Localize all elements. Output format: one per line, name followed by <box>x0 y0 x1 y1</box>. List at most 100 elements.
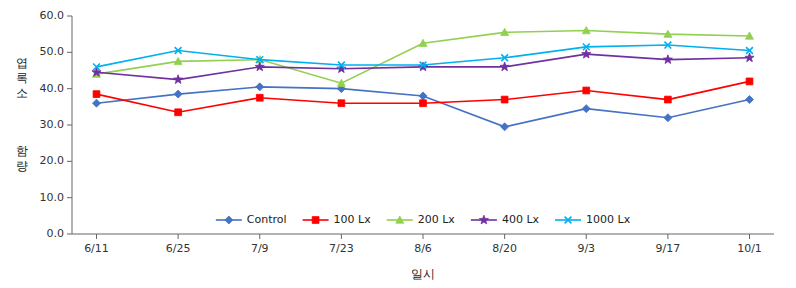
data-point <box>664 96 671 103</box>
x-tick-label: 9/17 <box>656 242 681 255</box>
legend-marker <box>225 216 233 224</box>
series <box>92 27 753 87</box>
data-point <box>664 42 671 49</box>
y-tick-label: 40.0 <box>40 82 65 95</box>
y-tick <box>67 125 72 126</box>
legend-label: 400 Lx <box>502 213 540 226</box>
series-line <box>96 54 749 79</box>
data-point <box>501 123 509 131</box>
x-tick <box>178 234 179 239</box>
data-point <box>93 63 100 70</box>
x-tick-label: 8/6 <box>414 242 432 255</box>
series <box>92 49 754 83</box>
data-point <box>746 32 754 39</box>
y-tick-label: 50.0 <box>40 45 65 58</box>
y-tick <box>67 16 72 17</box>
data-point <box>501 28 509 35</box>
data-point <box>746 96 754 104</box>
legend-item: Control <box>216 213 287 226</box>
legend-item: 1000 Lx <box>555 213 631 226</box>
data-point <box>255 62 264 71</box>
x-tick <box>259 234 260 239</box>
data-point <box>174 75 183 84</box>
data-point <box>582 105 590 113</box>
y-axis-label: 엽록소 <box>16 55 28 99</box>
data-point <box>664 30 672 37</box>
data-point <box>174 90 182 98</box>
x-axis-label: 일시 <box>411 267 435 281</box>
data-point <box>420 62 427 69</box>
chart-svg: 0.010.020.030.040.050.060.06/116/257/97/… <box>0 0 796 288</box>
x-tick <box>749 234 750 239</box>
y-axis-label-line: 량 <box>16 158 28 172</box>
data-point <box>338 100 345 107</box>
x-tick-label: 9/3 <box>577 242 595 255</box>
data-point <box>582 49 591 58</box>
data-point <box>419 39 427 46</box>
data-point <box>664 114 672 122</box>
x-tick <box>423 234 424 239</box>
legend-item: 100 Lx <box>303 213 372 226</box>
x-tick-label: 6/25 <box>166 242 191 255</box>
x-tick <box>96 234 97 239</box>
series <box>93 78 753 116</box>
data-point <box>501 54 508 61</box>
series-line <box>96 87 749 127</box>
y-tick-label: 10.0 <box>40 191 65 204</box>
y-axis-line <box>72 16 73 234</box>
legend-label: 200 Lx <box>418 213 456 226</box>
x-tick <box>586 234 587 239</box>
x-tick <box>667 234 668 239</box>
legend: Control 100 Lx 200 Lx 400 Lx 1000 Lx <box>216 213 631 226</box>
data-point <box>338 62 345 69</box>
data-point <box>256 94 263 101</box>
data-point <box>583 43 590 50</box>
y-tick-label: 30.0 <box>40 118 65 131</box>
y-tick <box>67 52 72 53</box>
x-tick <box>504 234 505 239</box>
data-point <box>663 55 672 64</box>
y-tick-label: 60.0 <box>40 9 65 22</box>
y-tick <box>67 161 72 162</box>
data-point <box>337 79 345 86</box>
plot-area <box>92 27 754 131</box>
data-point <box>175 109 182 116</box>
data-point <box>256 56 263 63</box>
data-point <box>92 68 101 77</box>
legend-marker <box>396 216 404 223</box>
y-axis-label-line: 소 <box>16 85 28 99</box>
x-tick-label: 7/23 <box>329 242 354 255</box>
series <box>92 83 753 131</box>
series-line <box>96 81 749 112</box>
data-point <box>419 92 427 100</box>
legend-label: 1000 Lx <box>586 213 631 226</box>
y-tick-label: 20.0 <box>40 154 65 167</box>
data-point <box>420 100 427 107</box>
legend-item: 200 Lx <box>387 213 456 226</box>
data-point <box>746 47 753 54</box>
y-tick <box>67 88 72 89</box>
series <box>93 42 753 71</box>
x-tick-label: 10/1 <box>737 242 762 255</box>
data-point <box>746 78 753 85</box>
legend-label: Control <box>247 213 287 226</box>
x-tick-label: 7/9 <box>251 242 269 255</box>
y-tick <box>67 197 72 198</box>
data-point <box>745 53 754 62</box>
y-tick <box>67 234 72 235</box>
axes: 0.010.020.030.040.050.060.06/116/257/97/… <box>40 9 775 255</box>
x-tick <box>341 234 342 239</box>
data-point <box>501 96 508 103</box>
legend-marker <box>479 215 488 224</box>
series-line <box>96 31 749 84</box>
data-point <box>175 47 182 54</box>
y-axis-label: 함량 <box>16 143 28 172</box>
legend-label: 100 Lx <box>334 213 372 226</box>
y-axis-label-line: 록 <box>16 70 28 84</box>
y-tick-label: 0.0 <box>47 227 65 240</box>
y-axis-label-line: 엽 <box>16 55 28 69</box>
x-tick-label: 8/20 <box>492 242 517 255</box>
legend-item: 400 Lx <box>471 213 540 226</box>
data-point <box>583 87 590 94</box>
data-point <box>500 62 509 71</box>
